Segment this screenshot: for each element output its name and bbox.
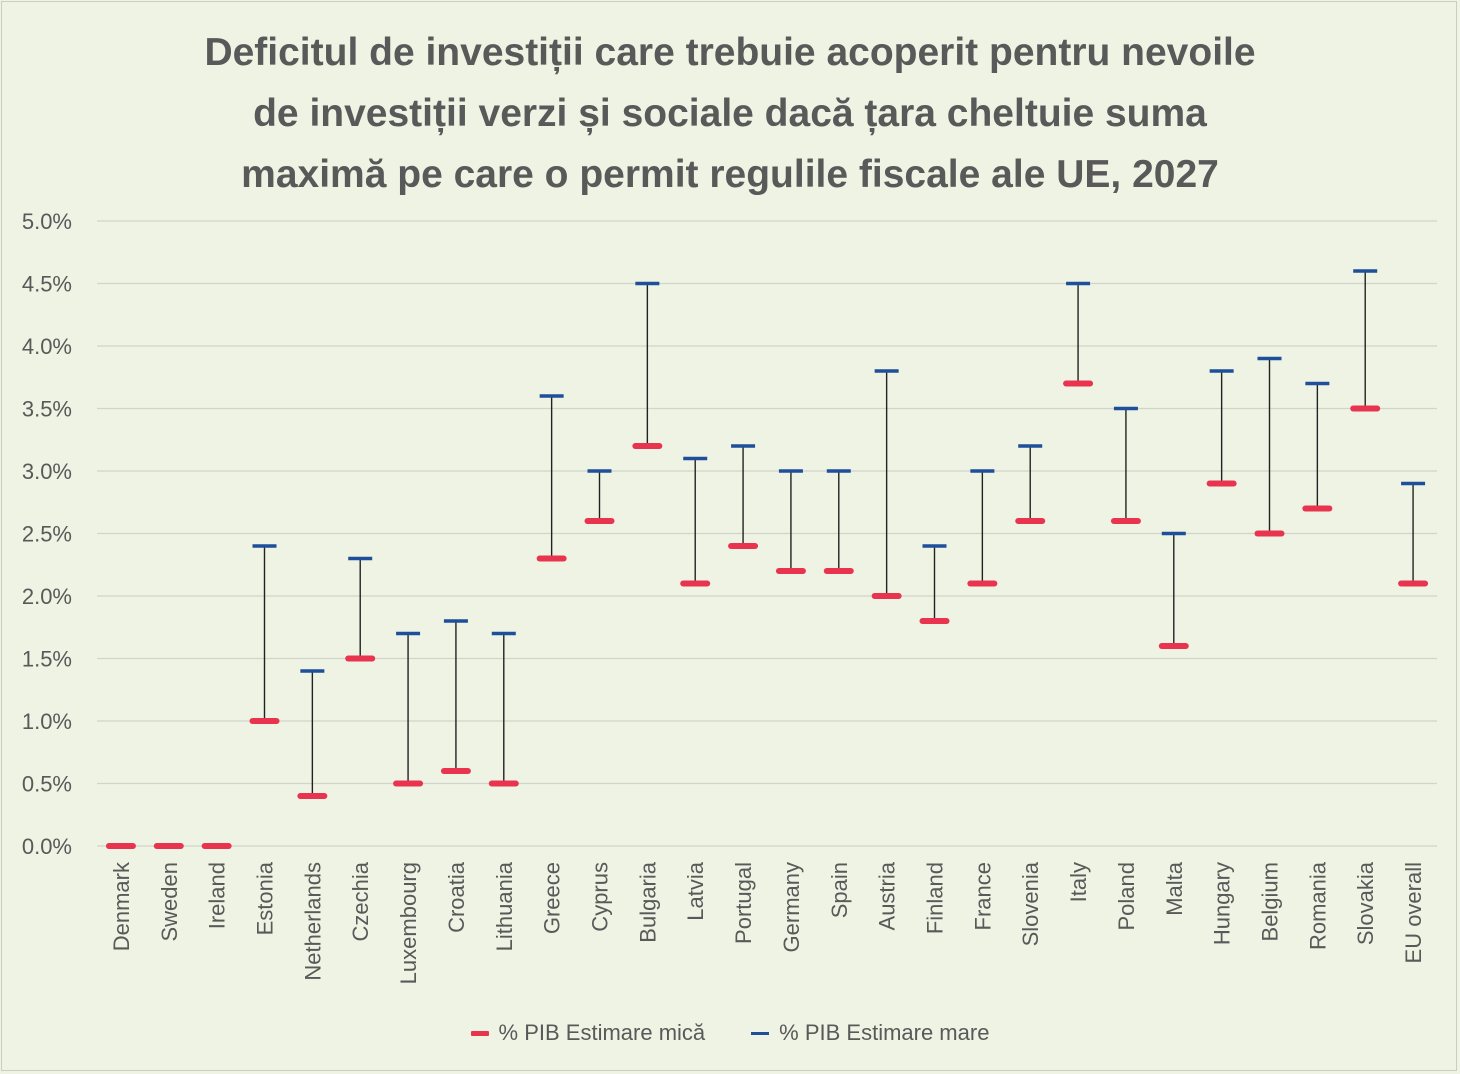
x-tick-label: Italy — [1066, 862, 1091, 902]
x-tick-label: Malta — [1162, 861, 1187, 916]
y-tick-label: 3.0% — [22, 459, 72, 484]
title-line-2: de investiții verzi și sociale dacă țara… — [253, 92, 1207, 135]
x-tick-label: Romania — [1305, 861, 1330, 950]
x-tick-label: Ireland — [205, 862, 230, 929]
legend-item-low: % PIB Estimare mică — [470, 1020, 706, 1046]
x-tick-label: Estonia — [253, 861, 278, 935]
y-tick-label: 2.0% — [22, 584, 72, 609]
x-tick-label: Poland — [1114, 862, 1139, 931]
x-tick-label: EU overall — [1401, 862, 1426, 963]
x-tick-label: Austria — [875, 861, 900, 930]
x-tick-label: Cyprus — [588, 862, 613, 932]
chart-title: Deficitul de investiții care trebuie aco… — [130, 22, 1330, 205]
x-tick-label: Hungary — [1210, 862, 1235, 945]
x-tick-label: Slovenia — [1018, 861, 1043, 946]
legend-swatch-high — [751, 1031, 770, 1035]
x-tick-label: Croatia — [444, 861, 469, 933]
y-tick-label: 2.5% — [22, 522, 72, 547]
legend-item-high: % PIB Estimare mare — [751, 1020, 989, 1046]
x-tick-label: France — [970, 862, 995, 930]
x-tick-label: Greece — [540, 862, 565, 934]
y-tick-label: 0.5% — [22, 772, 72, 797]
x-tick-label: Latvia — [683, 861, 708, 920]
y-tick-label: 4.0% — [22, 334, 72, 359]
title-line-1: Deficitul de investiții care trebuie aco… — [204, 31, 1256, 74]
x-tick-label: Luxembourg — [396, 862, 421, 984]
y-tick-label: 5.0% — [22, 209, 72, 234]
y-tick-label: 1.0% — [22, 709, 72, 734]
y-tick-label: 0.0% — [22, 834, 72, 859]
x-tick-label: Lithuania — [492, 861, 517, 951]
x-tick-label: Portugal — [731, 862, 756, 944]
x-tick-label: Slovakia — [1353, 861, 1378, 945]
x-tick-label: Bulgaria — [635, 861, 660, 942]
x-tick-label: Denmark — [109, 861, 134, 951]
title-line-3: maximă pe care o permit regulile fiscale… — [241, 153, 1219, 196]
x-tick-label: Sweden — [157, 862, 182, 942]
legend-label-low: % PIB Estimare mică — [498, 1020, 706, 1045]
x-tick-label: Finland — [923, 862, 948, 934]
x-tick-label: Czechia — [348, 861, 373, 941]
x-tick-label: Spain — [827, 862, 852, 918]
y-tick-label: 4.5% — [22, 272, 72, 297]
chart-legend: % PIB Estimare mică % PIB Estimare mare — [0, 1020, 1460, 1046]
legend-label-high: % PIB Estimare mare — [779, 1020, 990, 1045]
y-tick-label: 3.5% — [22, 397, 72, 422]
x-tick-label: Germany — [779, 862, 804, 952]
x-tick-label: Netherlands — [300, 862, 325, 981]
y-tick-label: 1.5% — [22, 647, 72, 672]
legend-swatch-low — [470, 1030, 489, 1036]
x-tick-label: Belgium — [1258, 862, 1283, 941]
